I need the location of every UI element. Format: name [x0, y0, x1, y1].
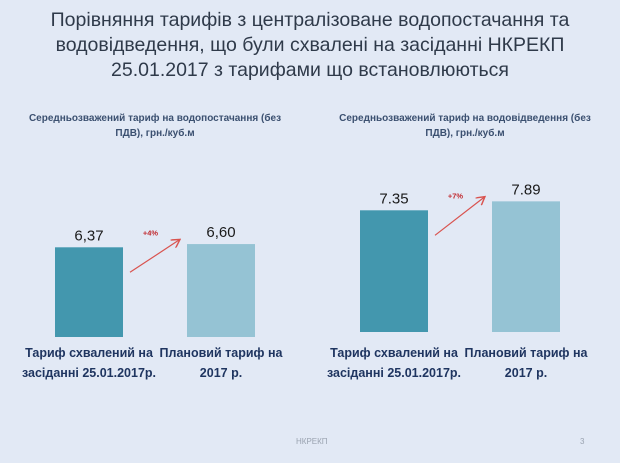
category-label: Тариф схвалений на засіданні 25.01.2017р…	[21, 346, 157, 380]
data-label: 6,37	[74, 227, 103, 244]
data-label: 7.35	[379, 190, 408, 207]
bar	[360, 210, 428, 332]
chart-title-water-supply: Середньозважений тариф на водопостачання…	[28, 113, 282, 139]
category-label: Тариф схвалений на засіданні 25.01.2017р…	[326, 346, 462, 380]
data-label: 7.89	[511, 181, 540, 198]
footer-text: НКРЕКП	[296, 437, 328, 446]
bar	[55, 247, 123, 337]
category-label: Плановий тариф на 2017 р.	[159, 346, 283, 380]
percent-change-label: +7%	[448, 191, 464, 200]
page-number: 3	[580, 437, 585, 446]
bar	[187, 244, 255, 337]
arrow	[434, 197, 484, 236]
percent-change-label: +4%	[143, 228, 159, 237]
data-label: 6,60	[206, 224, 235, 241]
category-label: Плановий тариф на 2017 р.	[464, 346, 588, 380]
chart-title-sewerage: Середньозважений тариф на водовідведення…	[339, 113, 591, 139]
arrow	[129, 240, 179, 273]
slide-title: Порівняння тарифів з централізоване водо…	[50, 9, 570, 81]
bar	[492, 201, 560, 332]
